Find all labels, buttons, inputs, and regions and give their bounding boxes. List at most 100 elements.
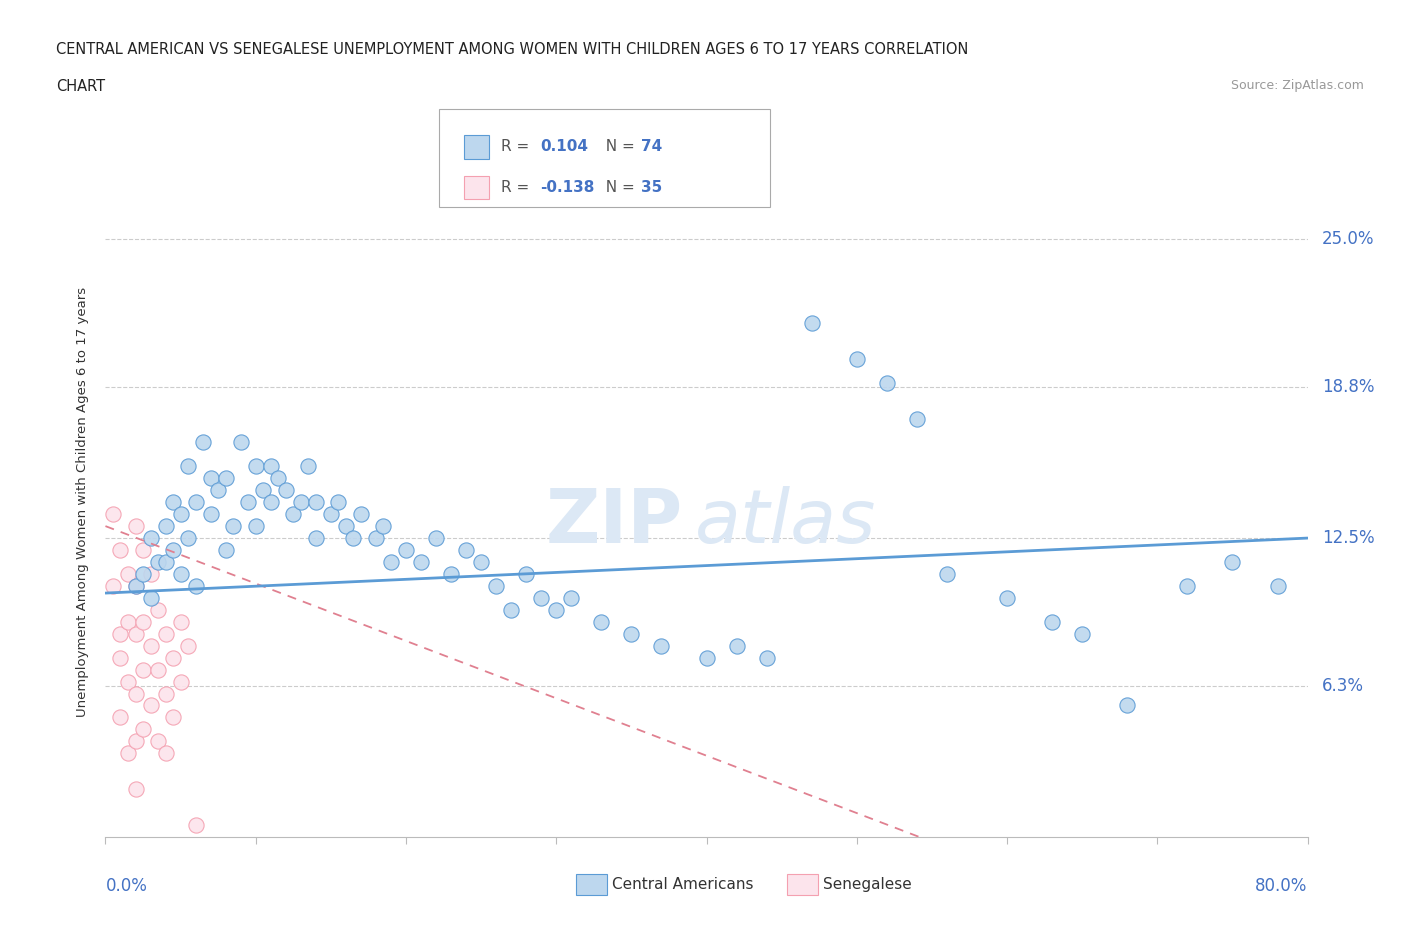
Point <box>146 554 169 569</box>
Point <box>440 566 463 581</box>
Point <box>146 662 169 677</box>
Point <box>252 483 274 498</box>
Point <box>395 542 418 557</box>
Point <box>305 531 328 546</box>
Point <box>162 542 184 557</box>
Point <box>110 650 132 665</box>
Point <box>995 591 1018 605</box>
Point <box>297 458 319 473</box>
Point <box>936 566 959 581</box>
Point <box>177 531 200 546</box>
Point <box>162 495 184 510</box>
Point <box>117 566 139 581</box>
Text: 0.104: 0.104 <box>540 140 588 154</box>
Point <box>177 458 200 473</box>
Point <box>409 554 432 569</box>
Point <box>591 615 613 630</box>
Point <box>1071 626 1094 641</box>
Point <box>845 352 868 366</box>
Point <box>139 591 162 605</box>
Point <box>155 626 177 641</box>
Point <box>650 638 672 653</box>
Point <box>425 531 447 546</box>
Text: 25.0%: 25.0% <box>1322 230 1375 248</box>
Text: R =: R = <box>501 180 534 195</box>
Point <box>169 615 191 630</box>
Point <box>620 626 643 641</box>
Text: CHART: CHART <box>56 79 105 94</box>
Point <box>214 471 236 485</box>
Point <box>1267 578 1289 593</box>
Point <box>139 698 162 713</box>
Point <box>456 542 478 557</box>
Point <box>132 566 155 581</box>
Point <box>139 531 162 546</box>
Point <box>245 458 267 473</box>
Point <box>485 578 508 593</box>
Text: N =: N = <box>596 180 640 195</box>
Text: N =: N = <box>596 140 640 154</box>
Point <box>214 542 236 557</box>
Point <box>200 507 222 522</box>
Point <box>162 710 184 724</box>
Point <box>283 507 305 522</box>
Text: ZIP: ZIP <box>546 485 682 559</box>
Point <box>560 591 582 605</box>
Point <box>238 495 260 510</box>
Text: -0.138: -0.138 <box>540 180 595 195</box>
Point <box>184 578 207 593</box>
Point <box>155 686 177 701</box>
Point <box>124 578 146 593</box>
Point <box>110 710 132 724</box>
Point <box>191 435 214 450</box>
Point <box>380 554 402 569</box>
Point <box>124 519 146 534</box>
Point <box>470 554 492 569</box>
Text: 35: 35 <box>641 180 662 195</box>
Point <box>290 495 312 510</box>
Point <box>755 650 778 665</box>
Point <box>139 638 162 653</box>
Text: 6.3%: 6.3% <box>1322 677 1364 696</box>
Point <box>1175 578 1198 593</box>
Point <box>117 746 139 761</box>
Point <box>515 566 537 581</box>
Point <box>373 519 395 534</box>
Text: Central Americans: Central Americans <box>612 877 754 892</box>
Point <box>267 471 290 485</box>
Point <box>222 519 245 534</box>
Text: Source: ZipAtlas.com: Source: ZipAtlas.com <box>1230 79 1364 92</box>
Text: 18.8%: 18.8% <box>1322 379 1375 396</box>
Text: 80.0%: 80.0% <box>1256 877 1308 896</box>
Point <box>124 734 146 749</box>
Point <box>800 315 823 330</box>
Point <box>177 638 200 653</box>
Point <box>124 782 146 797</box>
Point <box>335 519 357 534</box>
Point <box>328 495 350 510</box>
Point <box>207 483 229 498</box>
Point <box>274 483 297 498</box>
Point <box>546 603 568 618</box>
Point <box>169 507 191 522</box>
Point <box>169 674 191 689</box>
Point <box>260 458 283 473</box>
Point <box>229 435 252 450</box>
Point <box>876 375 898 390</box>
Point <box>162 650 184 665</box>
Point <box>146 603 169 618</box>
Point <box>169 566 191 581</box>
Point <box>1222 554 1244 569</box>
Point <box>110 626 132 641</box>
Point <box>132 615 155 630</box>
Point <box>350 507 373 522</box>
Point <box>110 542 132 557</box>
Point <box>530 591 553 605</box>
Text: 74: 74 <box>641 140 662 154</box>
Point <box>364 531 387 546</box>
Point <box>117 615 139 630</box>
Text: R =: R = <box>501 140 534 154</box>
Point <box>305 495 328 510</box>
Point <box>184 495 207 510</box>
Point <box>155 554 177 569</box>
